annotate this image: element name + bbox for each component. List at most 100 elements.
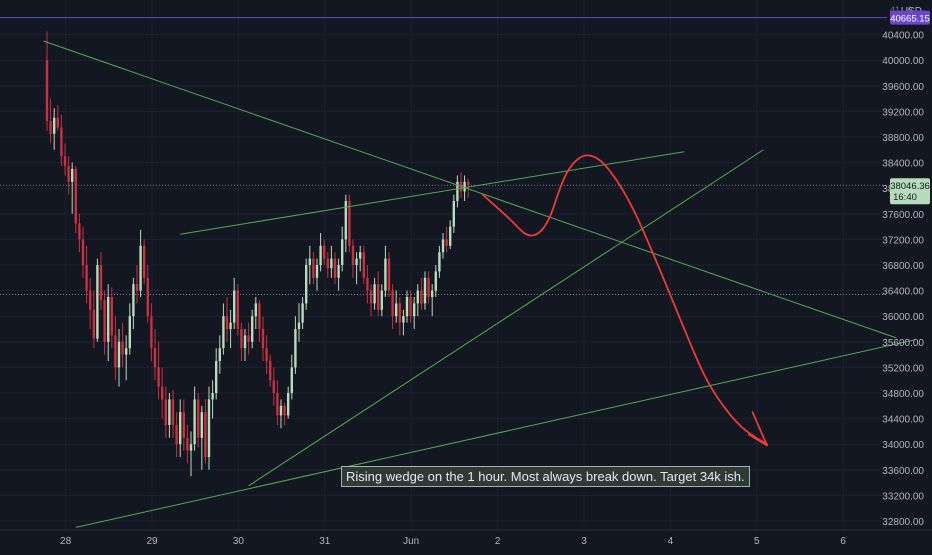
- candle: [229, 309, 232, 349]
- projection-path[interactable]: [481, 154, 768, 446]
- candle-body: [67, 165, 70, 182]
- candle-body: [200, 412, 203, 438]
- trendline[interactable]: [75, 339, 915, 528]
- candle: [366, 265, 369, 304]
- candle-body: [423, 277, 427, 304]
- candle: [132, 277, 135, 329]
- candle: [197, 393, 200, 448]
- time-tick-label: 2: [495, 536, 501, 547]
- price-tick-label: 32800.00: [882, 517, 924, 528]
- alert-price-text: 40665.15: [890, 14, 930, 25]
- price-tick-label: 37200.00: [882, 235, 924, 246]
- candle-body: [117, 341, 121, 368]
- candle-body: [355, 258, 358, 265]
- candle: [463, 175, 466, 201]
- candle: [150, 303, 153, 361]
- candle: [99, 252, 103, 310]
- projection-drawing[interactable]: [481, 154, 768, 447]
- trendline[interactable]: [248, 149, 764, 487]
- candle: [161, 367, 164, 419]
- candle: [351, 239, 355, 278]
- candle: [143, 239, 146, 285]
- annotation-note[interactable]: Rising wedge on the 1 hour. Most always …: [341, 466, 750, 487]
- candle: [402, 309, 405, 336]
- candle: [56, 105, 59, 131]
- candle-body: [225, 316, 229, 329]
- candle-body: [463, 181, 466, 192]
- price-tick-label: 39600.00: [882, 82, 924, 93]
- candle: [272, 367, 275, 406]
- candle: [89, 277, 92, 329]
- candle: [179, 399, 182, 457]
- trendlines[interactable]: [43, 40, 915, 528]
- candle-body: [348, 201, 351, 246]
- trendline[interactable]: [43, 40, 897, 339]
- candle: [164, 386, 167, 438]
- time-tick-label: 6: [840, 536, 846, 547]
- candle: [200, 405, 203, 470]
- candle-body: [373, 284, 376, 304]
- candle-body: [420, 290, 423, 304]
- candle: [49, 98, 52, 144]
- candle: [254, 297, 257, 329]
- price-tick-label: 36800.00: [882, 261, 924, 272]
- candle: [373, 277, 376, 310]
- candle-body: [150, 316, 153, 349]
- price-axis[interactable]: 32800.00 33200.00 33600.00 34000.00 34400.00…: [882, 5, 930, 528]
- candle-body: [438, 252, 441, 272]
- candle-body: [413, 303, 416, 317]
- candle-body: [193, 399, 196, 445]
- candle-body: [294, 329, 297, 368]
- time-tick-label: 5: [754, 536, 760, 547]
- candle-body: [427, 277, 430, 297]
- candle: [153, 329, 157, 381]
- candle-body: [312, 258, 315, 278]
- candle-body: [125, 348, 128, 355]
- candle-body: [179, 412, 182, 445]
- candle: [225, 297, 229, 342]
- alert-price-badge[interactable]: [890, 10, 930, 25]
- candle: [333, 252, 337, 285]
- candle-body: [211, 393, 214, 400]
- time-axis[interactable]: 28 29 30 31 Jun 2 3 4 5 6: [0, 529, 932, 547]
- candle: [341, 226, 344, 272]
- candle: [53, 108, 56, 150]
- candle-body: [45, 60, 49, 121]
- candle-body: [164, 399, 167, 425]
- candle-body: [110, 297, 113, 336]
- candle-body: [254, 303, 257, 317]
- candle-body: [168, 399, 171, 425]
- candle: [168, 393, 171, 438]
- candle-body: [215, 361, 218, 393]
- candle: [377, 271, 380, 317]
- candle: [247, 322, 250, 355]
- candle-body: [222, 316, 225, 349]
- candle-body: [287, 393, 290, 416]
- price-tick-label: 38400.00: [882, 159, 924, 170]
- candle-body: [362, 252, 365, 278]
- candle-body: [398, 303, 401, 323]
- candle: [279, 399, 283, 429]
- candle-body: [233, 290, 236, 323]
- candle: [287, 386, 290, 419]
- current-price-badge[interactable]: [890, 178, 930, 205]
- candle: [157, 341, 160, 400]
- candle-body: [60, 127, 63, 157]
- candle-body: [251, 316, 254, 342]
- candle: [297, 303, 301, 342]
- candle-body: [128, 316, 131, 349]
- candle: [283, 402, 286, 425]
- candle: [312, 252, 315, 285]
- candle: [128, 303, 131, 355]
- time-tick-label: 29: [146, 536, 158, 547]
- candle-body: [207, 399, 211, 457]
- candle: [355, 252, 358, 285]
- candle-body: [92, 309, 95, 339]
- trendline[interactable]: [180, 151, 685, 235]
- candle-body: [301, 303, 304, 323]
- price-tick-label: 33200.00: [882, 491, 924, 502]
- candle-body: [333, 258, 337, 278]
- candle-body: [409, 297, 412, 317]
